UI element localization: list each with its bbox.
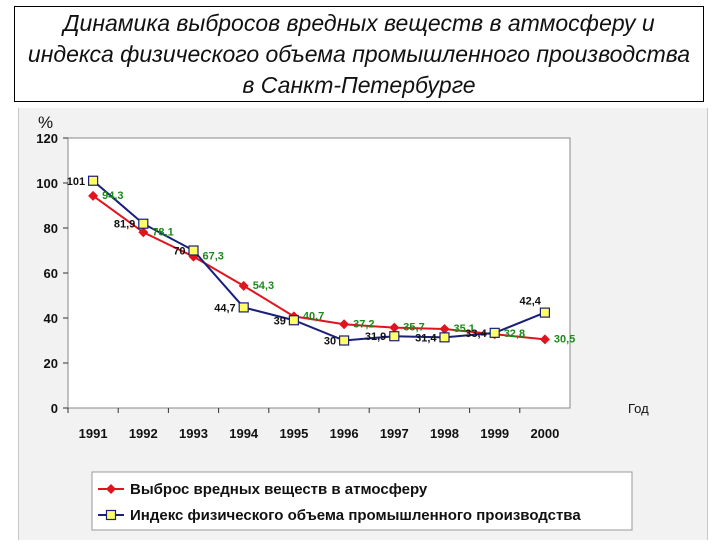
- x-tick-label: 1992: [129, 426, 158, 441]
- y-tick-label: 80: [44, 221, 58, 236]
- data-label: 54,3: [253, 280, 274, 292]
- data-label: 94,3: [102, 190, 123, 202]
- data-label: 70: [173, 246, 185, 258]
- data-label: 35,7: [403, 322, 424, 334]
- chart: 0 20 40 60 80 100 120 1991 1992 1993 1994 1995 1996 1…: [18, 108, 706, 540]
- series-point: [489, 327, 500, 338]
- data-label: 31,9: [365, 331, 386, 343]
- y-tick-label: 120: [36, 131, 58, 146]
- data-label: 31,4: [415, 332, 437, 344]
- legend-marker: [106, 484, 116, 494]
- legend-box: [91, 471, 633, 531]
- series-line: [92, 195, 546, 341]
- series-point: [339, 319, 350, 330]
- data-label: 78,1: [152, 226, 173, 238]
- chart-title: Динамика выбросов вредных веществ в атмо…: [27, 9, 691, 98]
- series-point: [87, 175, 99, 186]
- series-point: [238, 302, 249, 313]
- y-tick-label: 20: [44, 356, 58, 371]
- series-point: [389, 331, 400, 342]
- x-tick-label: 1991: [79, 426, 108, 441]
- y-tick-label: 0: [51, 401, 58, 416]
- data-label: 42,4: [519, 296, 541, 308]
- data-label: 81,9: [114, 219, 135, 231]
- series-point: [439, 324, 450, 335]
- y-tick-label: 60: [44, 266, 58, 281]
- series-point: [188, 245, 199, 256]
- data-label: 32,8: [504, 328, 525, 340]
- legend-label: Выброс вредных веществ в атмосферу: [130, 481, 428, 498]
- axes-group: 0 20 40 60 80 100 120 1991 1992 1993 1994 1995 1996 1…: [36, 113, 649, 441]
- legend-label: Индекс физического объема промышленного …: [130, 507, 581, 524]
- y-tick-label: 40: [44, 311, 58, 326]
- data-label: 35,1: [454, 323, 475, 335]
- x-tick-label: 1998: [430, 426, 459, 441]
- series-point: [288, 315, 299, 326]
- series-point: [138, 218, 149, 229]
- x-tick-label: 1993: [179, 426, 208, 441]
- legend-marker: [105, 509, 117, 521]
- series-line: [92, 179, 546, 342]
- data-label: 37,2: [353, 318, 374, 330]
- x-tick-label: 2000: [530, 426, 559, 441]
- data-label: 44,7: [214, 302, 235, 314]
- x-tick-label: 1994: [229, 426, 259, 441]
- series-point: [88, 190, 99, 201]
- series-point: [539, 307, 551, 318]
- x-tick-label: 1999: [480, 426, 509, 441]
- series-point: [439, 332, 450, 343]
- plot-area: [67, 137, 571, 409]
- legend-group: Выброс вредных веществ в атмосферу Индекс…: [91, 471, 633, 531]
- y-axis-label: %: [38, 113, 53, 132]
- series-point: [138, 227, 149, 238]
- x-tick-label: 1997: [380, 426, 409, 441]
- y-tick-label: 100: [36, 176, 58, 191]
- series-point: [389, 322, 400, 333]
- series-group: [87, 175, 551, 346]
- data-label: 67,3: [203, 251, 224, 263]
- x-tick-label: 1995: [279, 426, 308, 441]
- title-box: Динамика выбросов вредных веществ в атмо…: [14, 6, 704, 102]
- data-label: 33,4: [465, 328, 487, 340]
- data-label: 101: [67, 176, 85, 188]
- series-point: [238, 280, 249, 291]
- series-point: [339, 335, 350, 346]
- data-label: 30: [324, 336, 336, 348]
- data-label: 39: [274, 315, 286, 327]
- x-tick-label: 1996: [330, 426, 359, 441]
- series-point: [539, 334, 550, 345]
- data-labels-group: 94,3 78,1 67,3 54,3 40,7 37,2 35,7 35,1 32,8 30,5…: [67, 176, 576, 348]
- data-label: 30,5: [554, 333, 575, 345]
- x-axis-label: Год: [628, 401, 649, 416]
- chart-svg: 0 20 40 60 80 100 120 1991 1992 1993 1994 1995 1996 1…: [36, 113, 649, 531]
- data-label: 40,7: [303, 310, 324, 322]
